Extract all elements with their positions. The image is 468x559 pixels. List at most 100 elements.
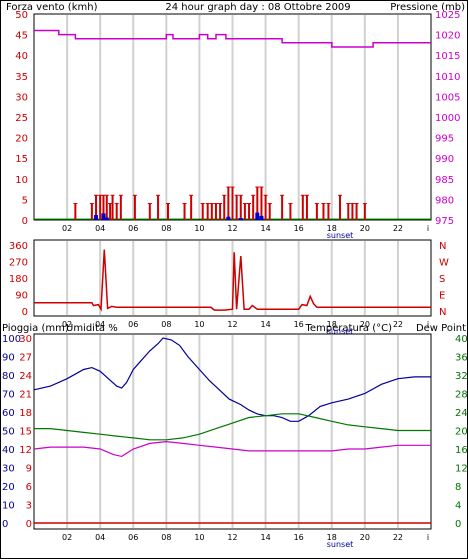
direction-tick-label: 180	[9, 274, 28, 285]
humidity-tick-label: 20	[2, 482, 15, 493]
wind-bar	[268, 203, 271, 220]
x-tick-label: 16	[294, 224, 304, 233]
wind-bar	[260, 187, 263, 220]
temperature-tick-label: 36	[455, 353, 468, 364]
wind-tick-label: 35	[15, 72, 28, 83]
x-tick-label: 10	[194, 224, 204, 233]
wind-bar	[355, 203, 358, 220]
wind-bar	[111, 195, 114, 220]
humidity-axis-label: Umidita %	[66, 323, 118, 334]
gust-mark	[226, 216, 231, 220]
wind-bar	[109, 203, 112, 220]
temperature-tick-label: 16	[455, 445, 468, 456]
humidity-tick-label: 90	[2, 353, 15, 364]
x-tick-label: 06	[128, 533, 138, 542]
sunset-label: sunset	[327, 231, 354, 240]
temperature-tick-label: 28	[455, 390, 468, 401]
direction-tick-label: 0	[22, 307, 28, 318]
wind-tick-label: 45	[15, 31, 28, 42]
pressure-line	[34, 29, 431, 48]
wind-bar	[157, 195, 160, 220]
wind-bar	[281, 195, 284, 220]
humidity-tick-label: 70	[2, 390, 15, 401]
wind-bar	[347, 203, 350, 220]
x-tick-label: 14	[260, 224, 270, 233]
temperature-tick-label: 40	[455, 334, 468, 345]
pressure-tick-label: 990	[435, 154, 454, 165]
x-tick-label: 08	[161, 320, 171, 329]
x-tick-label: 20	[360, 224, 370, 233]
humidity-tick-label: 30	[2, 464, 15, 475]
compass-label: N	[439, 307, 446, 318]
temperature-line	[34, 413, 431, 441]
wind-direction-line	[34, 249, 431, 312]
x-tick-label: 20	[360, 533, 370, 542]
pressure-tick-label: 1015	[435, 51, 460, 62]
temperature-tick-label: 12	[455, 464, 468, 475]
wind-bar	[327, 203, 330, 220]
wind-bar	[339, 195, 342, 220]
compass-label: S	[439, 274, 445, 285]
wind-bar	[190, 195, 193, 220]
gust-mark	[255, 212, 260, 220]
wind-bar	[322, 203, 325, 220]
wind-bar	[133, 195, 136, 220]
wind-tick-label: 15	[15, 154, 28, 165]
x-tick-label: 08	[161, 224, 171, 233]
compass-label: N	[439, 241, 446, 252]
rain-tick-label: 0	[26, 519, 32, 530]
direction-tick-label: 360	[9, 241, 28, 252]
pressure-tick-label: 1005	[435, 92, 460, 103]
x-tick-label: 18	[327, 224, 337, 233]
pressure-tick-label: 1000	[435, 113, 460, 124]
wind-bar	[223, 195, 226, 220]
x-tick-label: 08	[161, 533, 171, 542]
x-tick-label: 16	[294, 320, 304, 329]
x-tick-label: 14	[260, 533, 270, 542]
wind-bar	[305, 195, 308, 220]
humidity-tick-label: 50	[2, 427, 15, 438]
gust-mark	[94, 215, 99, 220]
panel-frame-1	[33, 239, 432, 317]
pressure-tick-label: 1010	[435, 72, 460, 83]
pressure-tick-label: 975	[435, 216, 454, 227]
wind-bar	[227, 187, 230, 220]
wind-tick-label: 40	[15, 51, 28, 62]
rain-tick-label: 9	[26, 464, 32, 475]
wind-bar	[235, 195, 238, 220]
x-tick-label: 18	[327, 533, 337, 542]
rain-tick-label: 30	[19, 334, 32, 345]
rain-tick-label: 18	[19, 408, 32, 419]
x-tick-label: 14	[260, 320, 270, 329]
wind-bar	[210, 203, 213, 220]
compass-label: W	[439, 258, 449, 269]
wind-bar	[315, 203, 318, 220]
pressure-tick-label: 1025	[435, 10, 460, 21]
x-tick-label: 16	[294, 533, 304, 542]
gust-mark	[101, 213, 106, 220]
x-tick-label: 10	[194, 320, 204, 329]
wind-bar	[201, 203, 204, 220]
gust-mark	[104, 217, 109, 220]
chart-title: 24 hour graph day : 08 Ottobre 2009	[165, 2, 350, 13]
wind-tick-label: 0	[22, 216, 28, 227]
wind-bar	[248, 203, 251, 220]
pressure-tick-label: 995	[435, 134, 454, 145]
x-tick-label: 02	[62, 224, 72, 233]
wind-tick-label: 50	[15, 10, 28, 21]
wind-tick-label: 20	[15, 134, 28, 145]
temperature-axis-label: Temperatura (°C)	[304, 323, 392, 334]
wind-bar	[214, 203, 217, 220]
direction-tick-label: 270	[9, 258, 28, 269]
wind-tick-label: 30	[15, 92, 28, 103]
pressure-tick-label: 1020	[435, 31, 460, 42]
x-tick-label: 22	[393, 533, 403, 542]
temperature-tick-label: 32	[455, 371, 468, 382]
wind-tick-label: 10	[15, 175, 28, 186]
wind-bar	[74, 203, 77, 220]
humidity-tick-label: 100	[2, 334, 21, 345]
rain-tick-label: 21	[19, 390, 32, 401]
humidity-tick-label: 10	[2, 501, 15, 512]
